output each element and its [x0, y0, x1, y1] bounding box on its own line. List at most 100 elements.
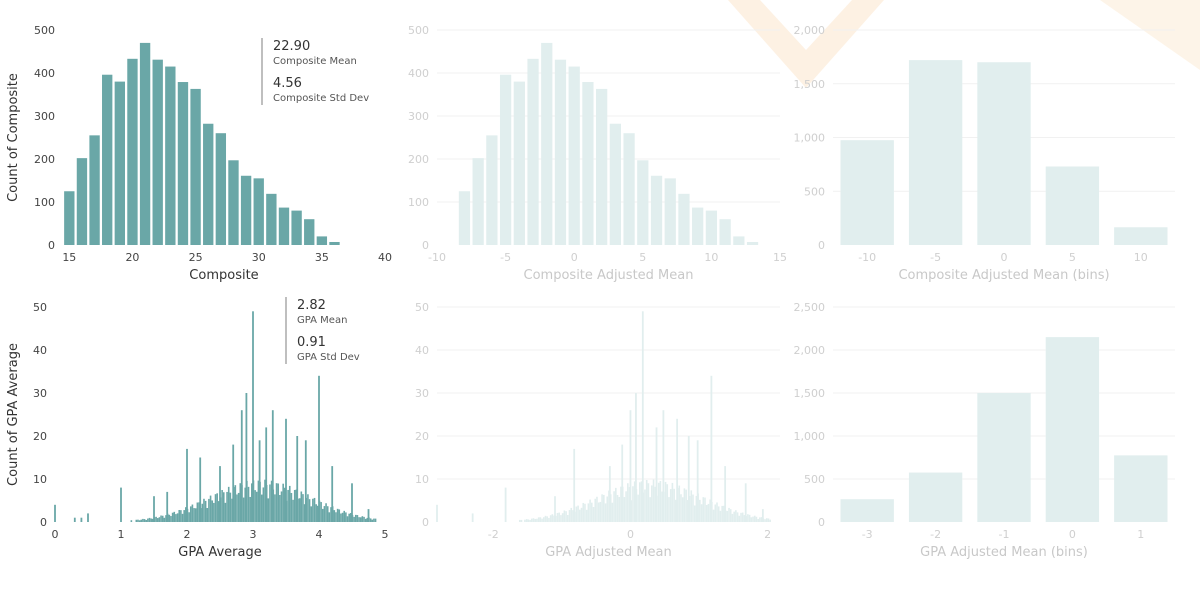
bar [568, 510, 571, 522]
bar [158, 517, 161, 522]
bar [318, 375, 320, 522]
bar [224, 502, 227, 522]
composite-histogram-card[interactable]: 0 100 200 300 400 500 15 20 25 30 35 40 Composite Cou… [5, 15, 392, 295]
composite-std-label: Composite Std Dev [273, 93, 370, 104]
x-tick-label: 0 [1069, 528, 1076, 541]
x-tick-label: -10 [858, 251, 876, 264]
gpa-adjusted-histogram-chart[interactable]: 0 10 20 30 40 50 -2 0 2 GPA Adjusted Mean [395, 292, 790, 577]
bar [640, 481, 643, 522]
bar [551, 514, 554, 522]
bar [374, 518, 377, 522]
x-tick-label: 0 [52, 528, 59, 541]
composite-adjusted-bins-chart[interactable]: 0 500 1,000 1,500 2,000 -10 -5 0 5 10 Composite Ad… [794, 15, 1190, 295]
bar [204, 500, 207, 522]
bar [1114, 227, 1168, 245]
bar [165, 66, 176, 245]
bar [705, 210, 718, 245]
bar [64, 191, 75, 245]
bar [591, 502, 593, 522]
gpa-histogram-chart[interactable]: 0 10 20 30 40 50 0 1 2 3 4 5 GPA Average Count of GPA… [5, 292, 390, 577]
bar [743, 515, 746, 522]
bar [206, 508, 209, 522]
y-axis-title: Count of Composite [6, 73, 21, 202]
bar [536, 518, 538, 522]
x-tick-label: 3 [250, 528, 257, 541]
bar [542, 517, 545, 522]
bar [671, 482, 674, 522]
x-axis-title: Composite Adjusted Mean (bins) [898, 268, 1109, 283]
bar [733, 511, 735, 522]
watermark-corner-shape [1100, 0, 1200, 70]
bar [744, 483, 747, 522]
x-axis-title: GPA Adjusted Mean [545, 545, 672, 560]
bar [650, 175, 663, 245]
bar [572, 510, 574, 522]
bar [628, 487, 631, 522]
x-tick-label: 30 [252, 251, 266, 264]
bar [753, 515, 756, 522]
bar [330, 507, 332, 522]
bar [153, 496, 155, 522]
composite-histogram-chart[interactable]: 0 100 200 300 400 500 15 20 25 30 35 40 Composite Cou… [5, 15, 392, 295]
bar [279, 495, 281, 522]
bar [541, 518, 543, 522]
x-tick-label: 5 [1069, 251, 1076, 264]
x-tick-label: 2 [764, 528, 771, 541]
bar [568, 66, 580, 245]
bar [486, 135, 498, 245]
composite-adjusted-bins-card[interactable]: 0 500 1,000 1,500 2,000 -10 -5 0 5 10 Composite Ad… [794, 15, 1190, 295]
gpa-adjusted-bins-card[interactable]: 0 500 1,000 1,500 2,000 2,500 -3 -2 -1 0 1 GPA Adju… [794, 292, 1190, 577]
bar [266, 193, 277, 245]
y-tick-label: 0 [818, 516, 825, 529]
bar [288, 485, 291, 522]
bar [666, 484, 669, 522]
composite-adjusted-histogram-chart[interactable]: 0 100 200 300 400 500 -10 -5 0 5 10 15 Composite Adj… [395, 15, 790, 295]
gpa-histogram-card[interactable]: 0 10 20 30 40 50 0 1 2 3 4 5 GPA Average Count of GPA… [5, 292, 390, 577]
bar [155, 516, 157, 522]
bar [613, 491, 615, 522]
x-tick-label: 1 [118, 528, 125, 541]
y-tick-label: 0 [422, 239, 429, 252]
bar [173, 511, 176, 522]
bar [594, 498, 597, 522]
bar [139, 42, 151, 246]
bar [709, 499, 711, 522]
bar [726, 510, 729, 522]
bar [616, 495, 619, 522]
bar [341, 512, 344, 522]
bar [152, 59, 163, 245]
bar [840, 140, 894, 245]
y-tick-label: 300 [408, 110, 429, 123]
x-tick-label: 1 [1137, 528, 1144, 541]
bar [471, 513, 474, 522]
bar [127, 58, 138, 246]
bar [325, 503, 327, 522]
bar [213, 502, 215, 522]
y-tick-label: 400 [408, 67, 429, 80]
bar [554, 59, 567, 245]
bar [530, 518, 533, 522]
y-tick-label: 20 [415, 430, 429, 443]
composite-adjusted-histogram-card[interactable]: 0 100 200 300 400 500 -10 -5 0 5 10 15 Composite Adj… [395, 15, 790, 295]
bar [693, 505, 696, 522]
bar [317, 505, 319, 522]
bar [147, 518, 149, 522]
bar [573, 448, 576, 522]
bar [333, 510, 336, 522]
bar [603, 494, 605, 522]
bar [558, 512, 561, 522]
gpa-adjusted-histogram-card[interactable]: 0 10 20 30 40 50 -2 0 2 GPA Adjusted Mean [395, 292, 790, 577]
bar [759, 517, 761, 522]
gpa-adjusted-bins-chart[interactable]: 0 500 1,000 1,500 2,000 2,500 -3 -2 -1 0 1 GPA Adju… [794, 292, 1190, 577]
bar [198, 502, 200, 522]
bar [242, 497, 245, 522]
bar [371, 519, 374, 522]
y-tick-label: 0 [422, 516, 429, 529]
y-tick-label: 1,000 [794, 430, 826, 443]
bar [253, 178, 264, 245]
bar [520, 519, 523, 522]
bar [661, 491, 663, 522]
bar [728, 507, 730, 522]
bar [740, 512, 742, 522]
bar [156, 518, 159, 522]
